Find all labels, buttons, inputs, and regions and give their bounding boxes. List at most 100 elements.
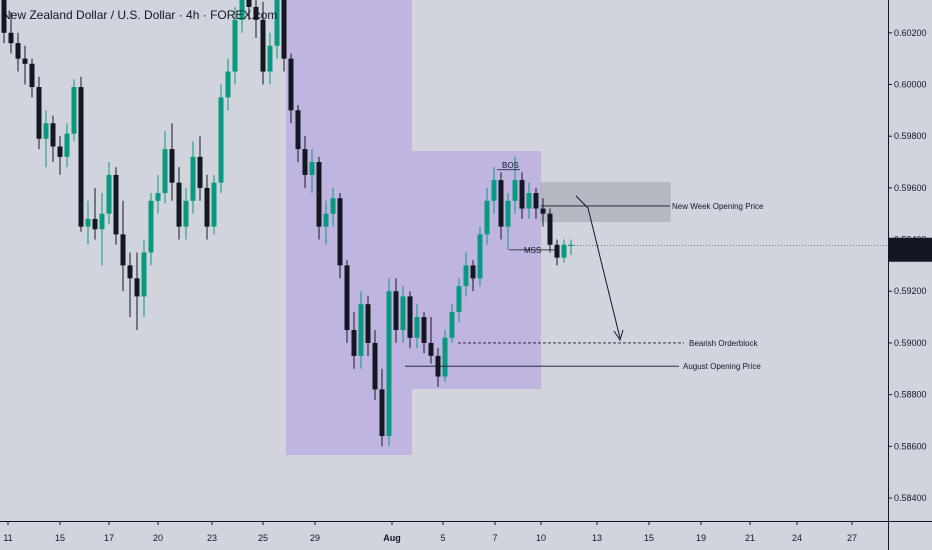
- august-open-label: August Opening Price: [683, 362, 761, 371]
- x-tick-label: 5: [440, 533, 445, 543]
- candle-body: [260, 19, 266, 72]
- candle-body: [505, 200, 511, 227]
- candle-body: [239, 0, 245, 20]
- x-tick-label: 10: [536, 533, 546, 543]
- candle-body: [141, 252, 147, 297]
- candle-body: [365, 304, 371, 343]
- candle-body: [540, 208, 546, 214]
- candle-body: [414, 317, 420, 338]
- candle-body: [302, 149, 308, 175]
- projection-arrow: [575, 195, 621, 339]
- candle-body: [456, 286, 462, 312]
- bos-label: BOS: [502, 161, 519, 170]
- candle-body: [106, 174, 112, 214]
- candle-body: [379, 389, 385, 436]
- candle-body: [526, 193, 532, 209]
- candle-body: [113, 174, 119, 235]
- candle-body: [470, 265, 476, 279]
- y-tick-label: 0.59200: [894, 286, 927, 296]
- candle-body: [92, 218, 98, 230]
- chart-title: New Zealand Dollar / U.S. Dollar · 4h · …: [2, 8, 278, 22]
- candle-body: [512, 180, 518, 201]
- candle-body: [393, 291, 399, 331]
- x-tick-label: 21: [745, 533, 755, 543]
- candle-body: [428, 342, 434, 356]
- candle-body: [99, 213, 105, 230]
- candle-body: [50, 123, 56, 147]
- candle-body: [519, 180, 525, 209]
- candle-body: [225, 71, 231, 98]
- x-tick-label: 25: [258, 533, 268, 543]
- candle-body: [330, 198, 336, 214]
- candle-body: [127, 265, 133, 279]
- candle-body: [197, 156, 203, 188]
- x-tick-label: 7: [492, 533, 497, 543]
- current-price-label: 0.59376: [894, 240, 927, 250]
- candle-body: [274, 0, 280, 46]
- candle-body: [169, 149, 175, 183]
- candle-body: [8, 32, 14, 44]
- candle-body: [344, 265, 350, 331]
- candle-body: [477, 234, 483, 279]
- candle-body: [554, 244, 560, 258]
- candle-body: [421, 317, 427, 343]
- range-zone-left: [286, 0, 412, 455]
- y-tick-label: 0.59600: [894, 183, 927, 193]
- candle-body: [449, 311, 455, 338]
- candle-body: [323, 213, 329, 227]
- candle-body: [29, 63, 35, 88]
- candle-body: [155, 193, 161, 201]
- x-tick-label: 20: [153, 533, 163, 543]
- candle-body: [36, 87, 42, 139]
- x-tick-label: 27: [847, 533, 857, 543]
- candle-body: [176, 182, 182, 227]
- candle-body: [246, 0, 252, 7]
- y-tick-label: 0.59800: [894, 131, 927, 141]
- candle-body: [71, 87, 77, 134]
- candle-body: [407, 296, 413, 338]
- current-price-badge: [889, 237, 932, 262]
- candle-body: [316, 162, 322, 227]
- y-tick-label: 0.58400: [894, 493, 927, 503]
- y-tick-label: 0.60000: [894, 79, 927, 89]
- x-tick-label: 15: [644, 533, 654, 543]
- candle-body: [358, 304, 364, 356]
- x-tick-label: 17: [104, 533, 114, 543]
- candle-body: [78, 87, 84, 227]
- candle-body: [120, 234, 126, 266]
- y-tick-label: 0.60200: [894, 28, 927, 38]
- candle-body: [568, 244, 574, 246]
- candle-body: [22, 58, 28, 64]
- candle-body: [491, 180, 497, 201]
- candle-body: [218, 97, 224, 183]
- x-tick-label: 23: [207, 533, 217, 543]
- candle-body: [1, 0, 7, 33]
- candle-body: [533, 193, 539, 209]
- candle-body: [15, 43, 21, 59]
- candle-body: [547, 213, 553, 245]
- candle-body: [134, 278, 140, 297]
- candle-body: [57, 146, 63, 157]
- candle-body: [309, 162, 315, 175]
- candle-body: [281, 0, 287, 59]
- candle-body: [288, 58, 294, 111]
- candle-body: [386, 291, 392, 436]
- candle-body: [148, 200, 154, 253]
- candle-body: [561, 244, 567, 258]
- candle-body: [267, 45, 273, 72]
- x-tick-label: 19: [696, 533, 706, 543]
- new-week-open-label: New Week Opening Price: [672, 202, 764, 211]
- projection-arrowhead: [613, 329, 624, 342]
- candle-body: [85, 218, 91, 227]
- candle-body: [190, 156, 196, 201]
- y-tick-label: 0.59000: [894, 338, 927, 348]
- candle-body: [442, 337, 448, 377]
- candle-body: [484, 200, 490, 235]
- candle-body: [351, 330, 357, 356]
- y-tick-label: 0.58600: [894, 441, 927, 451]
- candle-body: [463, 265, 469, 287]
- x-tick-label: 11: [3, 533, 12, 543]
- candle-body: [498, 180, 504, 227]
